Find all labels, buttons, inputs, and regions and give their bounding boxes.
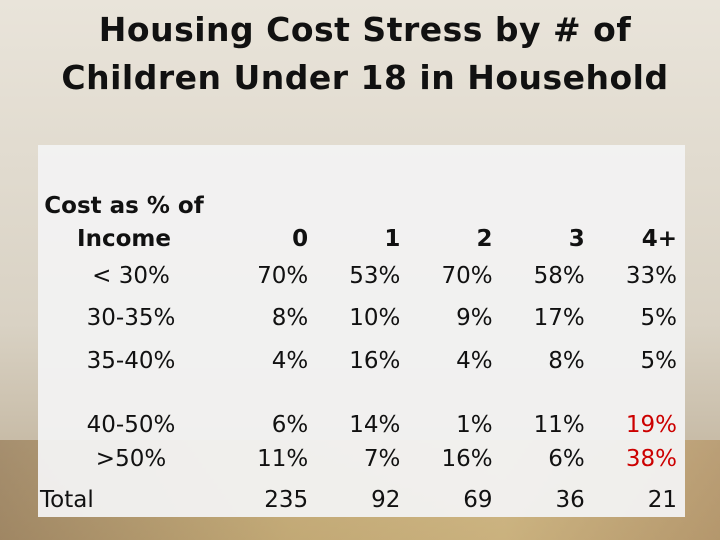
table-cell: 14% bbox=[349, 412, 401, 438]
row-label: 30-35% bbox=[86, 305, 176, 331]
table-cell: 16% bbox=[349, 348, 401, 374]
table-cell: 2 bbox=[476, 226, 493, 252]
table-cell: 11% bbox=[533, 412, 585, 438]
table-row: 35-40% 4% 16% 4% 8% 5% bbox=[38, 340, 685, 382]
table-cell: 3 bbox=[568, 226, 585, 252]
table-cell: 7% bbox=[363, 446, 401, 472]
table-cell: 16% bbox=[441, 446, 493, 472]
table-row: Total 235 92 69 36 21 bbox=[38, 480, 685, 520]
table-cell: 70% bbox=[257, 263, 309, 289]
table-cell: 4+ bbox=[641, 226, 677, 252]
table-cell: 17% bbox=[533, 305, 585, 331]
table-row: 40-50% 6% 14% 1% 11% 19% bbox=[38, 382, 685, 438]
table-row: < 30% 70% 53% 70% 58% 33% bbox=[38, 256, 685, 296]
table-cell: 6% bbox=[271, 412, 309, 438]
table-panel bbox=[38, 145, 685, 517]
table-cell: 33% bbox=[625, 263, 677, 289]
table-cell: 9% bbox=[456, 305, 493, 331]
table-cell: 21 bbox=[647, 487, 677, 513]
row-label: 40-50% bbox=[86, 412, 176, 438]
slide-title: Housing Cost Stress by # of Children Und… bbox=[61, 10, 669, 97]
table-cell: 4% bbox=[271, 348, 309, 374]
row-label: < 30% bbox=[92, 263, 170, 289]
row-label: Cost as % of Income bbox=[44, 193, 204, 252]
table-cell: 10% bbox=[349, 305, 401, 331]
table-cell: 11% bbox=[257, 446, 309, 472]
table-row: 30-35% 8% 10% 9% 17% 5% bbox=[38, 296, 685, 340]
table-cell: 92 bbox=[371, 487, 401, 513]
table-cell: 70% bbox=[441, 263, 493, 289]
table-cell: 8% bbox=[271, 305, 309, 331]
row-label: >50% bbox=[95, 446, 167, 472]
table-cell: 0 bbox=[292, 226, 309, 252]
table-cell: 1 bbox=[384, 226, 401, 252]
table-cell: 19% bbox=[625, 412, 677, 438]
table-cell: 6% bbox=[548, 446, 585, 472]
table-row: >50% 11% 7% 16% 6% 38% bbox=[38, 438, 685, 480]
table-cell: 58% bbox=[533, 263, 585, 289]
table-cell: 36 bbox=[555, 487, 585, 513]
table-cell: 53% bbox=[349, 263, 401, 289]
table-cell: 38% bbox=[625, 446, 677, 472]
table-cell: 235 bbox=[264, 487, 309, 513]
row-label: Total bbox=[40, 487, 94, 513]
table-cell: 8% bbox=[548, 348, 585, 374]
table-cell: 5% bbox=[640, 305, 678, 331]
row-label: 35-40% bbox=[86, 348, 176, 374]
table-row: Cost as % of Income 0 1 2 3 4+ bbox=[38, 145, 685, 256]
data-table: Cost as % of Income 0 1 2 3 4+ < 30% 70% 53% 70% 5… bbox=[38, 145, 685, 520]
table-cell: 5% bbox=[640, 348, 678, 374]
table-cell: 4% bbox=[456, 348, 493, 374]
table-cell: 69 bbox=[463, 487, 493, 513]
table-cell: 1% bbox=[456, 412, 493, 438]
